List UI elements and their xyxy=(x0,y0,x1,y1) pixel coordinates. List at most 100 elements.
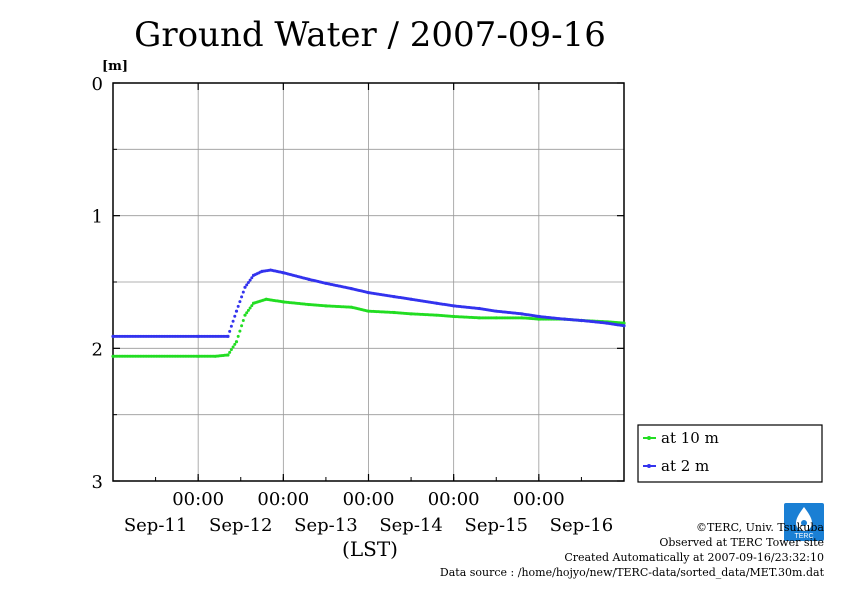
data-point xyxy=(236,334,240,338)
data-point xyxy=(263,298,267,302)
y-tick-label: 2 xyxy=(92,339,103,360)
data-point xyxy=(603,321,607,325)
data-point xyxy=(348,286,352,290)
x-tick-date-label: Sep-14 xyxy=(379,515,443,536)
data-point xyxy=(408,312,412,316)
data-point xyxy=(224,353,228,357)
data-point xyxy=(620,321,624,325)
data-point xyxy=(408,297,412,301)
data-point xyxy=(322,304,326,308)
data-point xyxy=(212,354,216,358)
y-axis: 0 1 2 3 xyxy=(92,74,624,493)
legend-label-at-10m: at 10 m xyxy=(661,429,719,447)
x-tick-time-label: 00:00 xyxy=(257,489,309,510)
data-point xyxy=(229,348,233,352)
terc-logo-icon: TERC xyxy=(784,503,824,541)
series-layer xyxy=(111,268,626,358)
data-point xyxy=(195,334,199,338)
data-point xyxy=(234,309,239,313)
data-point xyxy=(561,317,565,321)
data-point xyxy=(365,290,369,294)
legend-dot-at-10m xyxy=(647,436,651,440)
data-point xyxy=(390,310,394,314)
x-tick-time-label: 00:00 xyxy=(343,489,395,510)
x-tick-time-label: 00:00 xyxy=(428,489,480,510)
footer-site: Observed at TERC Tower site xyxy=(659,536,824,549)
y-tick-label: 3 xyxy=(92,472,103,493)
data-point xyxy=(248,278,252,282)
data-point xyxy=(390,294,394,298)
data-point xyxy=(518,316,522,320)
legend-dot-at-2m xyxy=(647,464,651,468)
data-point xyxy=(250,304,254,308)
data-point xyxy=(234,340,239,344)
data-point xyxy=(578,318,582,322)
data-point xyxy=(258,270,262,274)
data-point xyxy=(246,281,250,285)
data-point xyxy=(348,305,352,309)
data-point xyxy=(238,329,242,333)
data-point xyxy=(245,283,249,287)
data-point xyxy=(245,311,249,315)
data-point xyxy=(250,276,254,280)
data-point xyxy=(231,319,235,323)
y-axis-unit-label: [m] xyxy=(102,59,128,74)
footer-created: Created Automatically at 2007-09-16/23:3… xyxy=(564,551,824,564)
data-point xyxy=(535,314,539,318)
data-point xyxy=(280,270,284,274)
data-point xyxy=(240,295,244,299)
data-point xyxy=(195,354,199,358)
legend-box xyxy=(637,424,823,483)
data-point xyxy=(241,318,245,322)
data-point xyxy=(535,317,539,321)
x-tick-time-label: 00:00 xyxy=(513,489,565,510)
data-point xyxy=(240,324,244,328)
data-point xyxy=(246,308,250,312)
footer-credit: ©TERC, Univ. Tsukuba xyxy=(695,521,824,534)
legend-label-at-2m: at 2 m xyxy=(661,457,709,475)
data-point xyxy=(229,324,233,328)
data-point xyxy=(322,281,326,285)
legend: at 10 m at 2 m xyxy=(637,424,823,483)
x-tick-date-label: Sep-15 xyxy=(465,515,529,536)
data-point xyxy=(450,314,454,318)
y-tick-label: 0 xyxy=(92,74,103,95)
data-point xyxy=(476,316,480,320)
data-point xyxy=(248,306,252,310)
x-tick-date-label: Sep-11 xyxy=(124,515,188,536)
data-point xyxy=(233,314,237,318)
x-tick-date-label: Sep-16 xyxy=(550,515,614,536)
data-point xyxy=(493,316,497,320)
x-axis-label: (LST) xyxy=(342,537,398,561)
data-point xyxy=(620,324,624,328)
data-point xyxy=(476,306,480,310)
logo-text: TERC xyxy=(794,533,813,540)
data-point xyxy=(305,277,309,281)
data-point xyxy=(518,312,522,316)
x-tick-time-label: 00:00 xyxy=(172,489,224,510)
x-tick-date-label: Sep-12 xyxy=(209,515,273,536)
data-point xyxy=(433,301,437,305)
data-point xyxy=(236,304,240,308)
data-point xyxy=(280,300,284,304)
data-point xyxy=(224,334,228,338)
data-point xyxy=(365,309,369,313)
data-point xyxy=(231,345,235,349)
data-point xyxy=(233,342,237,346)
data-point xyxy=(433,313,437,317)
data-point xyxy=(305,302,309,306)
data-point xyxy=(243,285,247,289)
footer: ©TERC, Univ. Tsukuba Observed at TERC To… xyxy=(440,520,824,580)
grid xyxy=(113,83,624,481)
y-tick-label: 1 xyxy=(92,207,103,228)
footer-source: Data source : /home/hojyo/new/TERC-data/… xyxy=(439,566,824,579)
x-tick-date-label: Sep-13 xyxy=(294,515,358,536)
data-point xyxy=(228,329,232,333)
data-point xyxy=(450,304,454,308)
series-at-2-m xyxy=(111,268,626,338)
data-point xyxy=(243,313,247,317)
data-point xyxy=(267,268,271,272)
data-point xyxy=(493,309,497,313)
x-axis: 00:00 00:00 00:00 00:00 00:00 Sep-11 Sep-12 Sep… xyxy=(124,83,613,536)
